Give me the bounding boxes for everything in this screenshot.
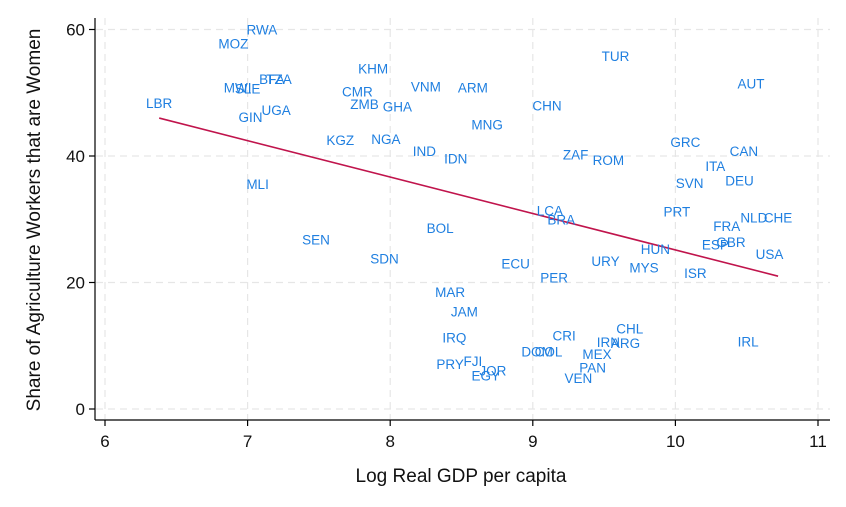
point-label-fra: FRA: [713, 219, 740, 234]
point-label-jor: JOR: [479, 363, 506, 378]
point-label-ind: IND: [413, 144, 437, 159]
point-label-prt: PRT: [663, 205, 690, 220]
point-label-hun: HUN: [641, 242, 670, 257]
point-label-ita: ITA: [705, 159, 725, 174]
point-label-per: PER: [540, 270, 568, 285]
y-tick-label: 40: [66, 147, 85, 166]
point-label-gha: GHA: [383, 100, 412, 115]
x-tick-label: 9: [528, 432, 537, 451]
point-label-col: COL: [535, 344, 563, 359]
point-label-dom: DOM: [521, 344, 553, 359]
point-label-bra: BRA: [547, 212, 575, 227]
point-label-jam: JAM: [451, 305, 478, 320]
point-label-ury: URY: [591, 254, 619, 269]
point-label-kgz: KGZ: [326, 133, 354, 148]
point-label-arm: ARM: [458, 81, 488, 96]
point-label-mys: MYS: [629, 260, 658, 275]
point-label-mli: MLI: [246, 177, 269, 192]
point-label-cri: CRI: [553, 329, 576, 344]
point-label-tza: TZA: [266, 72, 292, 87]
point-label-svn: SVN: [676, 176, 704, 191]
x-tick-label: 6: [100, 432, 109, 451]
point-label-gin: GIN: [238, 110, 262, 125]
point-label-irl: IRL: [738, 334, 760, 349]
point-label-mwi: MWI: [224, 81, 252, 96]
point-label-grc: GRC: [670, 135, 700, 150]
point-label-lbr: LBR: [146, 96, 173, 111]
point-label-cmr: CMR: [342, 84, 373, 99]
point-label-irq: IRQ: [442, 331, 466, 346]
point-label-nld: NLD: [740, 210, 767, 225]
point-label-chn: CHN: [532, 98, 561, 113]
point-label-irn: IRN: [597, 335, 620, 350]
point-label-sle: SLE: [235, 81, 261, 96]
point-label-isr: ISR: [684, 266, 707, 281]
point-label-sen: SEN: [302, 232, 330, 247]
point-label-esp: ESP: [702, 238, 729, 253]
y-axis-title: Share of Agriculture Workers that are Wo…: [24, 29, 45, 412]
point-label-rom: ROM: [593, 153, 625, 168]
point-label-gbr: GBR: [716, 235, 746, 250]
y-tick-label: 60: [66, 21, 85, 40]
point-label-sdn: SDN: [370, 251, 399, 266]
point-label-ven: VEN: [565, 371, 593, 386]
x-tick-label: 11: [809, 432, 827, 451]
x-axis-title: Log Real GDP per capita: [356, 466, 567, 487]
point-label-lca: LCA: [537, 203, 563, 218]
point-label-egy: EGY: [471, 368, 500, 383]
point-label-pry: PRY: [436, 357, 464, 372]
x-tick-label: 7: [243, 432, 252, 451]
point-label-khm: KHM: [358, 62, 388, 77]
point-label-rwa: RWA: [246, 23, 277, 38]
point-label-chl: CHL: [616, 322, 643, 337]
point-label-can: CAN: [730, 144, 759, 159]
point-label-pan: PAN: [579, 360, 606, 375]
point-label-bfa: BFA: [259, 72, 285, 87]
point-label-mar: MAR: [435, 285, 465, 300]
point-label-zmb: ZMB: [350, 97, 379, 112]
fit-line-group: [158, 117, 779, 277]
point-label-mex: MEX: [582, 347, 611, 362]
point-label-zaf: ZAF: [563, 148, 589, 163]
x-tick-label: 10: [666, 432, 685, 451]
point-label-arg: ARG: [611, 336, 640, 351]
point-label-uga: UGA: [261, 103, 290, 118]
point-label-che: CHE: [764, 210, 793, 225]
point-label-ecu: ECU: [501, 257, 530, 272]
point-label-moz: MOZ: [218, 36, 248, 51]
point-label-vnm: VNM: [411, 79, 441, 94]
grid-lines: [96, 18, 830, 419]
point-label-fji: FJI: [464, 354, 483, 369]
point-label-nga: NGA: [371, 132, 400, 147]
point-label-usa: USA: [756, 247, 784, 262]
point-label-bol: BOL: [427, 221, 455, 236]
point-label-idn: IDN: [444, 152, 467, 167]
point-label-aut: AUT: [737, 76, 764, 91]
point-label-tur: TUR: [602, 49, 630, 64]
point-label-mng: MNG: [471, 117, 503, 132]
axis-ticks: 0 20 40 60 6 7 8 9 10 11: [66, 21, 827, 452]
point-label-deu: DEU: [725, 174, 754, 189]
y-tick-label: 0: [76, 400, 85, 419]
x-tick-label: 8: [385, 432, 394, 451]
fit-line: [158, 117, 779, 277]
y-tick-label: 20: [66, 274, 85, 293]
